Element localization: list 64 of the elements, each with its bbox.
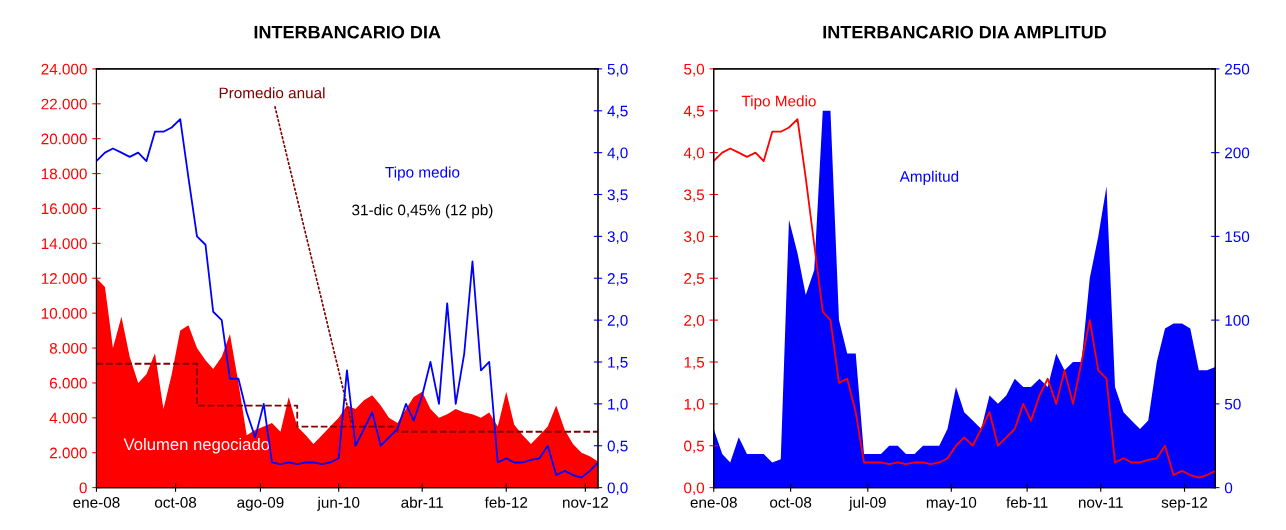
x-tick-label: nov-11 xyxy=(1078,497,1123,508)
chart-title: INTERBANCARIO DIA AMPLITUD xyxy=(823,25,1106,39)
x-tick-label: ene-08 xyxy=(690,497,737,508)
x-tick-label: feb-11 xyxy=(1006,496,1048,508)
y-tick-label: 2,0 xyxy=(684,314,705,328)
y-tick-label: 0,0 xyxy=(684,482,705,496)
x-tick-label: jun-10 xyxy=(317,496,360,511)
y2-tick-label: 50 xyxy=(1224,398,1241,410)
y-tick-label: 2.000 xyxy=(49,447,87,459)
y2-tick-label: 0,0 xyxy=(607,482,628,496)
y-tick-label: 24.000 xyxy=(41,63,87,75)
y2-tick-label: 1,5 xyxy=(608,357,628,370)
y-tick-label: 5,0 xyxy=(684,63,705,77)
y2-tick-label: 0 xyxy=(1224,482,1233,494)
y-tick-label: 3,5 xyxy=(684,189,705,202)
text: Amplitud xyxy=(899,170,959,185)
y-tick-label: 8.000 xyxy=(49,342,87,354)
line-series xyxy=(96,118,598,479)
y2-tick-label: 100 xyxy=(1225,314,1250,326)
y-tick-label: 4.000 xyxy=(49,412,87,424)
x-tick-label: oct-08 xyxy=(154,497,197,508)
y-tick-label: 22.000 xyxy=(41,98,87,110)
y2-tick-label: 200 xyxy=(1225,147,1250,159)
y2-tick-label: 250 xyxy=(1225,63,1250,75)
text: Promedio anual xyxy=(219,87,325,99)
series-label: Tipo Medio xyxy=(741,95,816,110)
x-tick-label: jul-09 xyxy=(848,496,886,511)
y2-tick-label: 2,0 xyxy=(607,314,628,328)
y2-tick-label: 3,5 xyxy=(607,189,628,202)
x-tick-label: ago-09 xyxy=(237,497,284,511)
y2-tick-label: 5,0 xyxy=(607,63,628,77)
y2-tick-label: 3,0 xyxy=(607,231,628,244)
y-tick-label: 14.000 xyxy=(41,238,87,250)
y-tick-label: 1,0 xyxy=(684,398,705,412)
annotation: 31-dic 0,45% (12 pb) xyxy=(352,204,493,219)
y2-tick-label: 150 xyxy=(1225,231,1250,243)
x-tick-label: sep-12 xyxy=(1161,497,1208,511)
chart-title: INTERBANCARIO DIA xyxy=(254,25,441,39)
y-tick-label: 0,5 xyxy=(684,440,705,454)
x-tick-label: may-10 xyxy=(926,497,977,511)
y-tick-label: 4,0 xyxy=(683,147,705,161)
y-tick-label: 1,5 xyxy=(684,357,705,370)
y2-tick-label: 0,5 xyxy=(607,440,628,454)
y2-tick-label: 4,5 xyxy=(607,105,628,119)
y-tick-label: 3,0 xyxy=(684,231,705,244)
y2-tick-label: 4,0 xyxy=(607,147,628,161)
y-tick-label: 10.000 xyxy=(41,308,87,319)
x-tick-label: ene-08 xyxy=(73,497,120,508)
y-tick-label: 12.000 xyxy=(41,273,87,284)
y2-tick-label: 2,5 xyxy=(607,273,628,286)
x-tick-label: nov-12 xyxy=(563,497,608,508)
y2-tick-label: 1,0 xyxy=(608,398,628,412)
y-tick-label: 2,5 xyxy=(684,273,705,286)
y-tick-label: 0 xyxy=(79,482,87,494)
x-tick-label: oct-08 xyxy=(770,497,812,508)
x-tick-label: feb-12 xyxy=(484,496,528,508)
text: Tipo medio xyxy=(385,166,460,181)
y-tick-label: 20.000 xyxy=(41,133,87,145)
y-tick-label: 6.000 xyxy=(49,377,87,389)
y-tick-label: 4,5 xyxy=(683,105,705,119)
x-tick-label: abr-11 xyxy=(401,496,443,508)
y-tick-label: 18.000 xyxy=(41,168,87,180)
series-label: Volumen negociado xyxy=(123,437,270,454)
y-tick-label: 16.000 xyxy=(41,203,87,215)
